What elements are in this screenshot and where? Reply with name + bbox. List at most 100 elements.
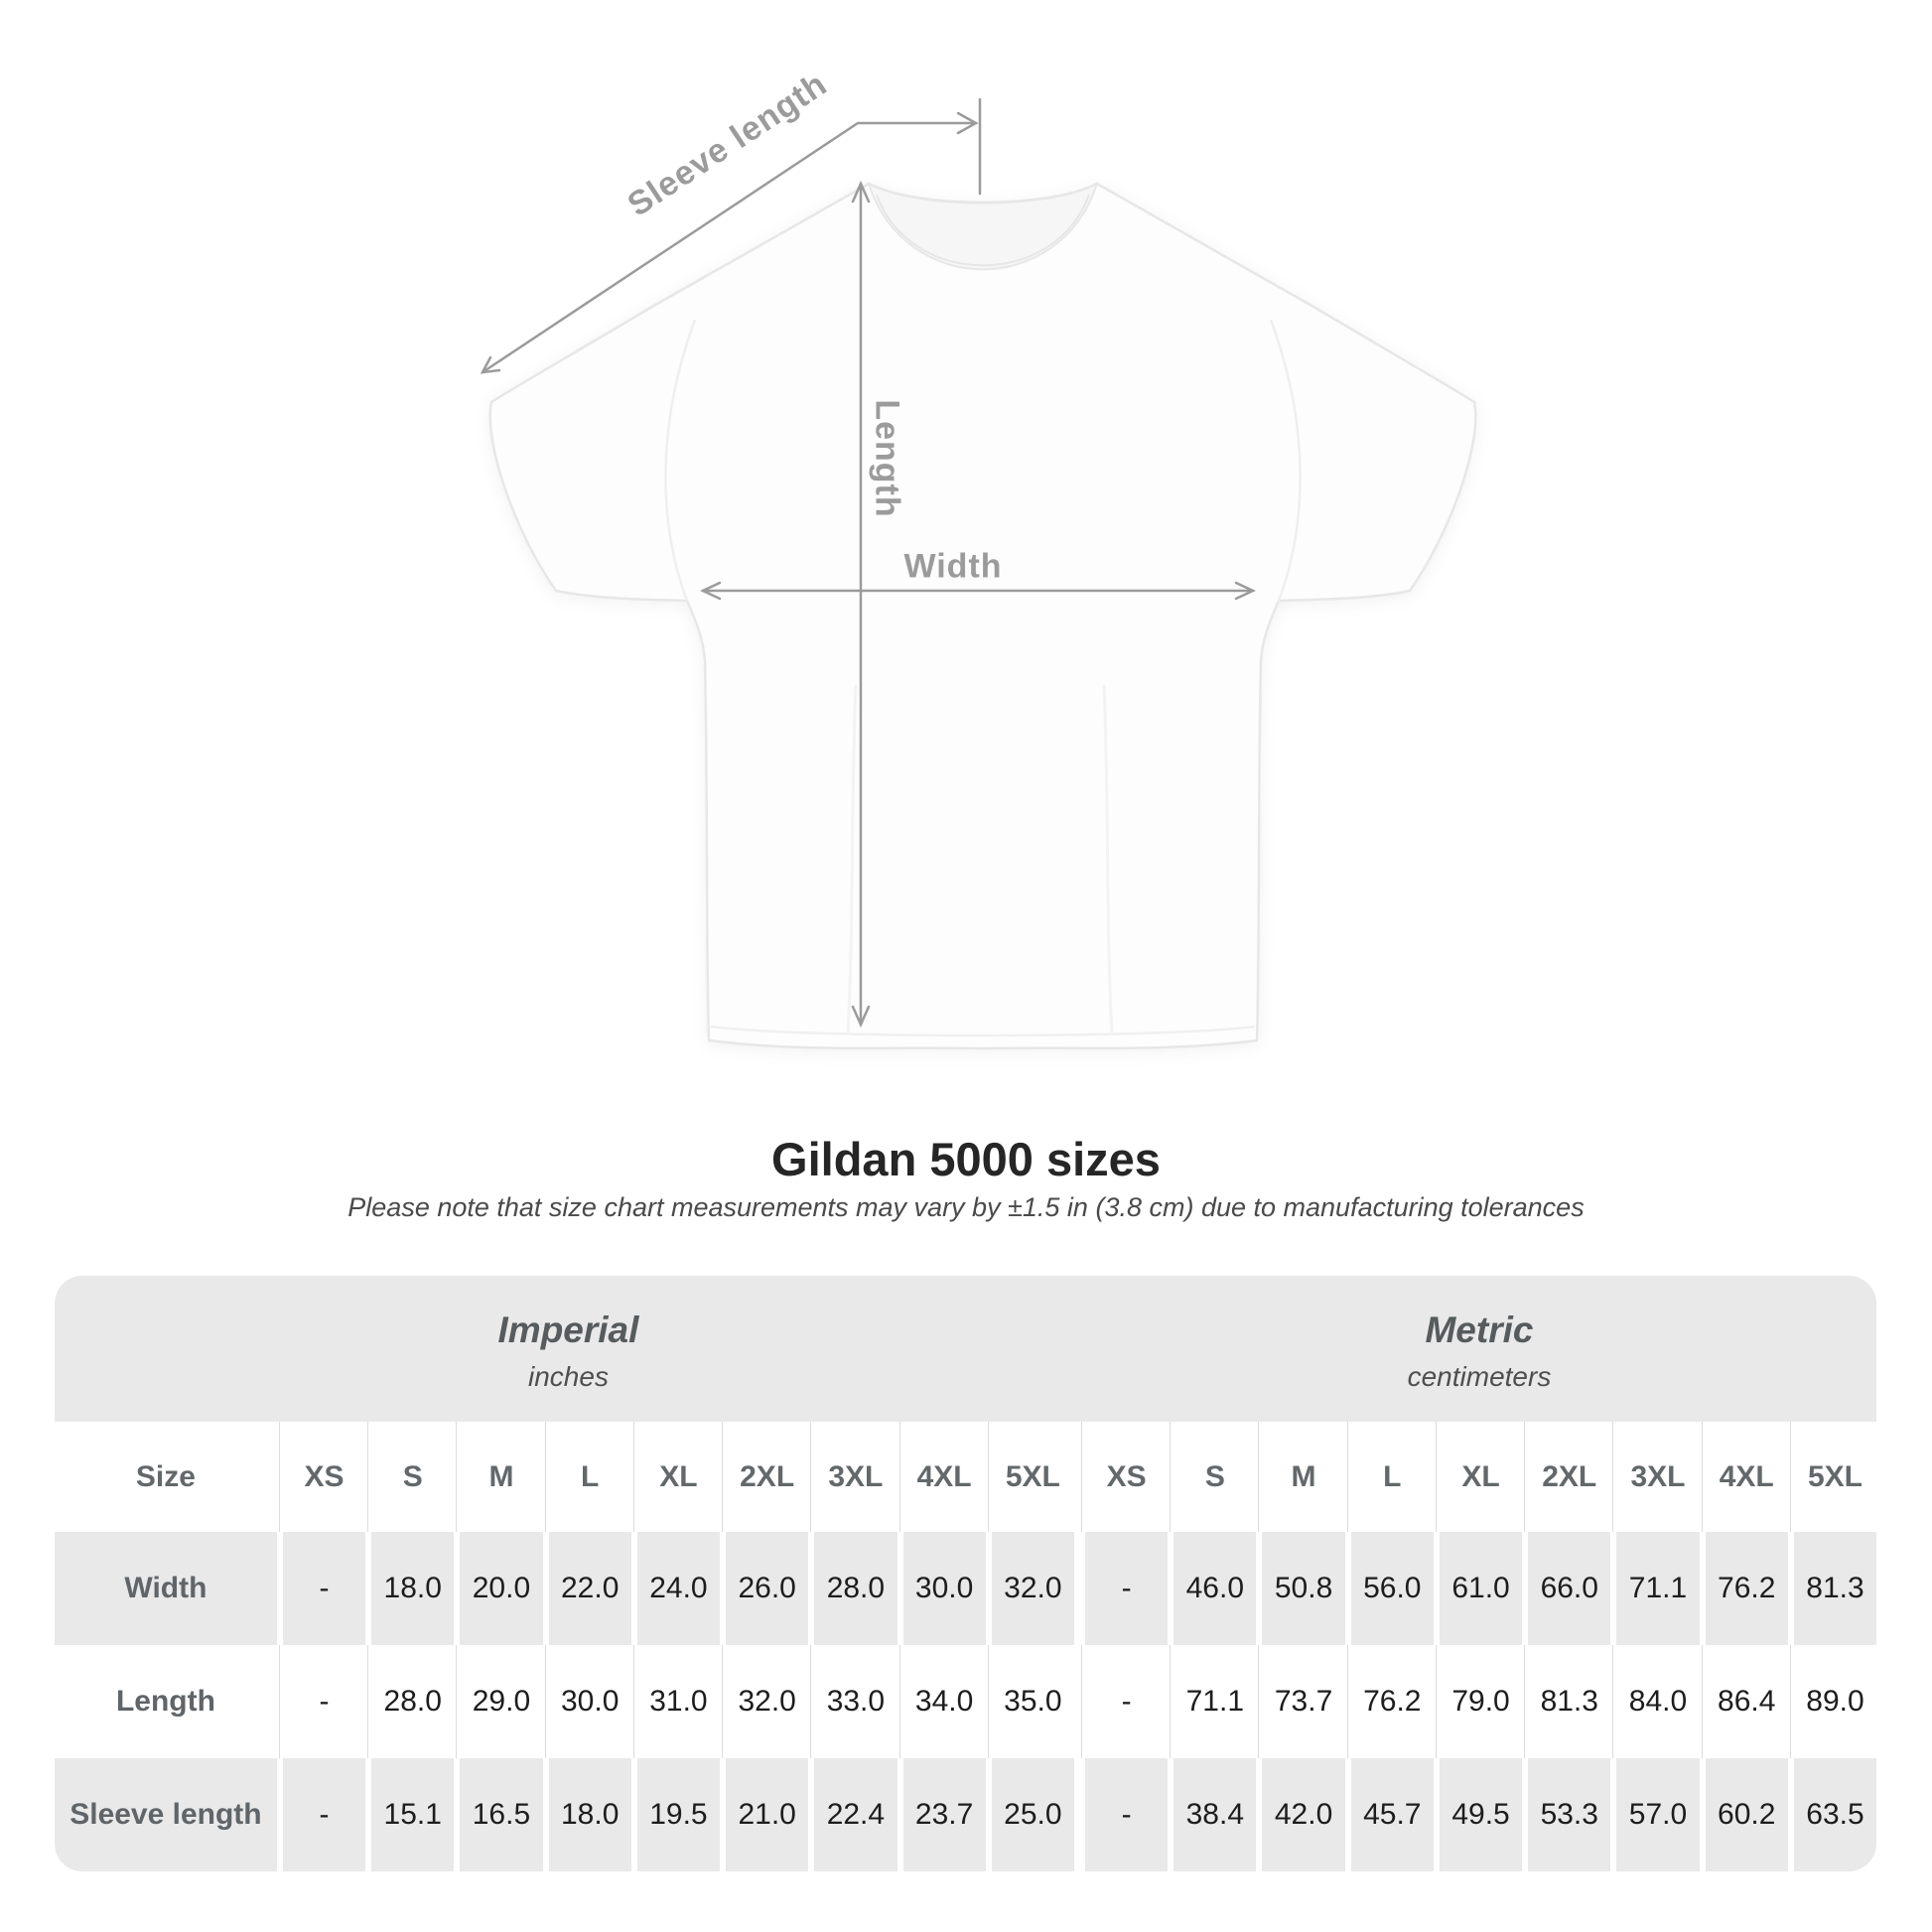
size-value-cell: 45.7 (1350, 1758, 1434, 1871)
size-value-cell: 86.4 (1701, 1645, 1788, 1758)
hem-stitch (710, 1025, 1256, 1037)
imperial-heading: Imperial (497, 1309, 639, 1350)
size-value-cell: 81.3 (1793, 1532, 1876, 1645)
size-column-header: M (1258, 1422, 1345, 1532)
size-column-header: 2XL (1524, 1422, 1611, 1532)
size-value-cell: 24.0 (636, 1532, 721, 1645)
size-header-row: Size XS S M L XL 2XL 3XL 4XL 5XL XS S M L XL 2XL 3XL 4XL 5… (55, 1422, 1876, 1532)
size-value-cell: 22.0 (548, 1532, 631, 1645)
size-value-cell: 76.2 (1705, 1532, 1788, 1645)
size-value-cell: 71.1 (1170, 1645, 1257, 1758)
arrowhead (851, 1005, 871, 1029)
size-column-header: S (1170, 1422, 1257, 1532)
right-armhole-seam (1269, 319, 1302, 602)
size-value-cell: 38.4 (1173, 1758, 1257, 1871)
measurement-row: Sleeve length -15.1 16.5 18.0 19.5 21.0 22.4 23… (55, 1758, 1876, 1871)
size-value-cell: - (1084, 1758, 1169, 1871)
size-value-cell: - (282, 1758, 366, 1871)
size-value-cell: 71.1 (1616, 1532, 1700, 1645)
size-value-cell: 19.5 (636, 1758, 721, 1871)
size-column-header: 5XL (1789, 1422, 1876, 1532)
size-column-header: 4XL (898, 1422, 986, 1532)
size-value-cell: - (1084, 1532, 1169, 1645)
size-column-header: 3XL (810, 1422, 897, 1532)
size-value-cell: - (282, 1532, 366, 1645)
size-value-cell: 26.0 (726, 1532, 809, 1645)
row-label: Width (55, 1532, 277, 1645)
size-table-rows: Size XS S M L XL 2XL 3XL 4XL 5XL XS S M L XL 2XL 3XL 4XL 5… (55, 1422, 1876, 1871)
size-column-header: XL (632, 1422, 721, 1532)
size-value-cell: 25.0 (991, 1758, 1074, 1871)
row-label: Sleeve length (55, 1758, 277, 1871)
tshirt-body (488, 182, 1477, 1050)
length-label: Length (868, 399, 906, 518)
tolerance-note: Please note that size chart measurements… (347, 1192, 1585, 1222)
size-value-cell: 28.0 (814, 1532, 897, 1645)
size-column-header: M (456, 1422, 543, 1532)
size-value-cell: 32.0 (991, 1532, 1074, 1645)
size-value-cell: 30.0 (902, 1532, 986, 1645)
size-value-cell: 49.5 (1439, 1758, 1523, 1871)
size-value-cell: 56.0 (1350, 1532, 1434, 1645)
size-value-cell: 18.0 (548, 1758, 631, 1871)
tshirt-illustration (480, 97, 1477, 1050)
metric-heading: Metric (1425, 1309, 1534, 1350)
width-label: Width (903, 547, 1003, 586)
size-column-header: 3XL (1612, 1422, 1700, 1532)
row-label: Length (55, 1645, 277, 1758)
fabric-fold (846, 684, 858, 1035)
size-value-cell: 30.0 (544, 1645, 631, 1758)
collar-seam (876, 194, 1090, 267)
size-value-cell: 29.0 (456, 1645, 543, 1758)
size-value-cell: 28.0 (367, 1645, 455, 1758)
size-column-header: L (544, 1422, 631, 1532)
size-value-cell: 73.7 (1258, 1645, 1345, 1758)
size-value-cell: 32.0 (722, 1645, 809, 1758)
size-column-header: 4XL (1701, 1422, 1788, 1532)
measurement-row: Length -28.0 29.0 30.0 31.0 32.0 33.0 34.0 35.0-… (55, 1645, 1876, 1758)
size-value-cell: 63.5 (1793, 1758, 1876, 1871)
size-column-header: XL (1435, 1422, 1523, 1532)
size-value-cell: 22.4 (814, 1758, 897, 1871)
arrowhead (480, 355, 501, 374)
size-column-header: 2XL (722, 1422, 809, 1532)
size-value-cell: 57.0 (1616, 1758, 1700, 1871)
size-value-cell: 76.2 (1346, 1645, 1434, 1758)
size-value-cell: 34.0 (898, 1645, 986, 1758)
page-title: Gildan 5000 sizes (771, 1133, 1161, 1185)
size-value-cell: 21.0 (726, 1758, 809, 1871)
size-value-cell: 15.1 (371, 1758, 455, 1871)
size-column-header: XS (278, 1422, 366, 1532)
unit-group-metric: Metric centimeters (1082, 1276, 1876, 1422)
size-corner-label: Size (55, 1422, 277, 1532)
size-value-cell: 81.3 (1524, 1645, 1611, 1758)
size-value-cell: 66.0 (1528, 1532, 1611, 1645)
size-value-cell: 50.8 (1262, 1532, 1345, 1645)
size-column-header: 5XL (987, 1422, 1074, 1532)
size-value-cell: 84.0 (1612, 1645, 1700, 1758)
tshirt-size-diagram: Sleeve length Length Width (480, 66, 1477, 1050)
size-value-cell: 18.0 (371, 1532, 455, 1645)
fabric-fold (1102, 684, 1114, 1035)
arrowhead (1234, 581, 1256, 601)
metric-unit: centimeters (1407, 1360, 1552, 1392)
unit-band: Imperial inches Metric centimeters (55, 1276, 1876, 1422)
size-value-cell: 33.0 (810, 1645, 897, 1758)
size-chart-table: Imperial inches Metric centimeters Size X… (55, 1276, 1876, 1871)
arrowhead (700, 581, 722, 601)
measurement-row: Width -18.0 20.0 22.0 24.0 26.0 28.0 30.0 32.0-4… (55, 1532, 1876, 1645)
size-value-cell: 89.0 (1789, 1645, 1876, 1758)
arrowhead (956, 111, 979, 135)
collar-opening (867, 181, 1099, 271)
size-column-header: XS (1080, 1422, 1169, 1532)
size-value-cell: 61.0 (1439, 1532, 1523, 1645)
size-value-cell: - (278, 1645, 366, 1758)
size-value-cell: - (1080, 1645, 1169, 1758)
size-column-header: S (367, 1422, 455, 1532)
arrowhead (851, 180, 871, 204)
size-value-cell: 53.3 (1528, 1758, 1611, 1871)
size-column-header: L (1346, 1422, 1434, 1532)
size-value-cell: 23.7 (902, 1758, 986, 1871)
size-value-cell: 20.0 (460, 1532, 543, 1645)
size-value-cell: 42.0 (1262, 1758, 1345, 1871)
